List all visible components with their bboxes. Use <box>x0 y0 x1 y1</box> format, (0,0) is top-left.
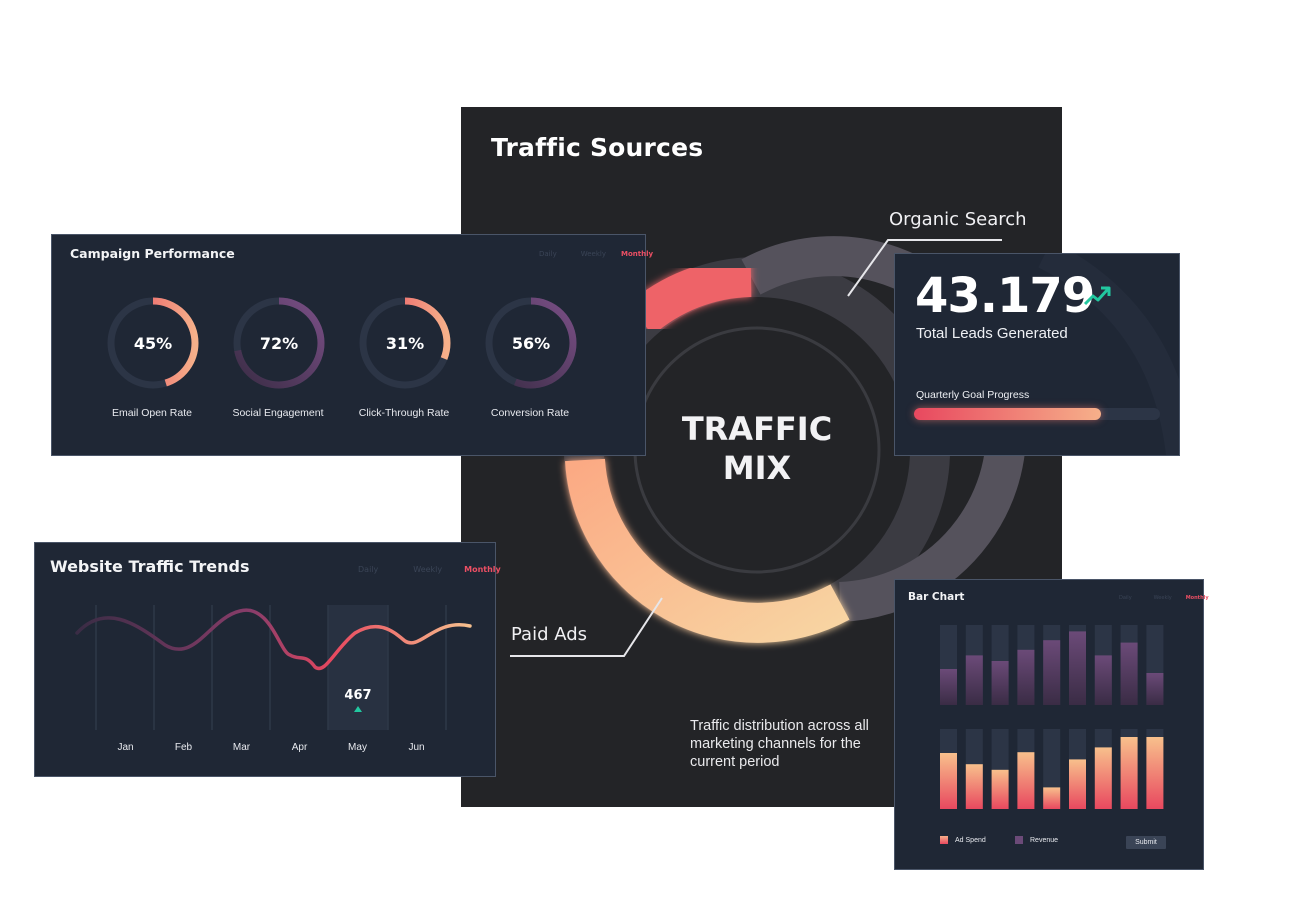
campaign-title: Campaign Performance <box>70 246 235 261</box>
gauge-email-open-rate: 45% <box>103 293 203 393</box>
month-label-mar: Mar <box>232 742 251 753</box>
trends-tab-monthly[interactable]: Monthly <box>464 565 501 574</box>
month-label-feb: Feb <box>174 742 193 753</box>
revenue-bar <box>1120 642 1138 705</box>
campaign-tab-monthly[interactable]: Monthly <box>620 250 654 258</box>
revenue-bar <box>965 655 983 705</box>
traffic-sources-panel: Traffic Sources Traffic distribution acr… <box>461 107 1062 807</box>
total-leads-value: 43.179 <box>915 268 1095 324</box>
ad-spend-bar <box>1146 737 1164 809</box>
ad-spend-bar <box>965 764 983 809</box>
revenue-bar <box>1043 640 1061 705</box>
bar-chart-period-toggle: Daily Weekly Monthly <box>1119 595 1209 601</box>
triangle-up-icon <box>354 706 362 712</box>
gauge-click-through-rate: 31% <box>355 293 455 393</box>
bar-chart-svg <box>940 625 1164 809</box>
ad-spend-bar <box>1069 759 1086 809</box>
campaign-period-toggle: Daily Weekly Monthly <box>539 250 653 258</box>
gauge-value: 45% <box>133 333 173 353</box>
quarterly-goal-label: Quarterly Goal Progress <box>916 389 1030 401</box>
gauge-ring <box>107 297 199 389</box>
quarterly-goal-progress-fill <box>914 408 1101 420</box>
revenue-bar <box>1146 673 1164 705</box>
month-label-jan: Jan <box>117 742 134 753</box>
bar-chart-title: Bar Chart <box>908 591 965 603</box>
quarterly-goal-progress-bar <box>914 408 1160 420</box>
legend-swatch-revenue <box>1015 836 1023 844</box>
revenue-bar <box>1017 649 1035 705</box>
traffic-sources-description: Traffic distribution across all marketin… <box>690 718 869 770</box>
paid-ads-label: Paid Ads <box>511 624 588 645</box>
gauge-value: 56% <box>511 333 551 353</box>
donut-paid-segment <box>565 458 850 643</box>
traffic-line <box>75 608 472 671</box>
month-label-apr: Apr <box>291 742 308 753</box>
trending-up-icon <box>1083 286 1111 306</box>
gauge-label: Email Open Rate <box>112 407 192 419</box>
gauge-label: Social Engagement <box>232 407 324 419</box>
gauge-label: Conversion Rate <box>490 407 570 419</box>
total-leads-label: Total Leads Generated <box>916 325 1068 342</box>
leads-background-arc <box>1038 254 1179 455</box>
trends-period-toggle: Daily Weekly Monthly <box>358 565 501 574</box>
bar-tab-daily[interactable]: Daily <box>1119 595 1132 601</box>
gauge-ring <box>359 297 451 389</box>
traffic-mix-center-label: TRAFFIC MIX <box>657 410 857 488</box>
revenue-bar <box>1069 631 1086 705</box>
ad-spend-bar <box>1043 787 1061 809</box>
paid-callout-line <box>510 597 663 657</box>
campaign-tab-daily[interactable]: Daily <box>539 250 557 258</box>
gauge-value: 72% <box>259 333 299 353</box>
gauge-value: 31% <box>385 333 425 353</box>
campaign-tab-weekly[interactable]: Weekly <box>580 250 606 258</box>
revenue-bar <box>940 669 957 705</box>
legend-swatch-ad-spend <box>940 836 948 844</box>
donut-red-segment <box>626 257 752 336</box>
legend-label-ad-spend: Ad Spend <box>955 837 986 844</box>
submit-button[interactable]: Submit <box>1126 836 1166 849</box>
gauge-conversion-rate: 56% <box>481 293 581 393</box>
bar-chart-panel: Bar Chart Daily Weekly Monthly Ad Spend … <box>894 579 1209 870</box>
traffic-mix-line1: TRAFFIC <box>681 410 833 448</box>
traffic-sources-title: Traffic Sources <box>491 133 704 162</box>
trends-tab-weekly[interactable]: Weekly <box>413 565 443 574</box>
organic-callout-line <box>847 239 1002 297</box>
ad-spend-bar <box>1094 747 1112 809</box>
month-label-may: May <box>348 742 367 753</box>
ad-spend-bar <box>1017 752 1035 809</box>
bar-tab-weekly[interactable]: Weekly <box>1153 595 1172 601</box>
total-leads-panel: 43.179 Total Leads Generated Quarterly G… <box>894 253 1180 456</box>
gauge-ring <box>233 297 325 389</box>
revenue-bar <box>991 661 1009 705</box>
bar-tab-monthly[interactable]: Monthly <box>1185 595 1209 601</box>
revenue-bar <box>1094 655 1112 705</box>
ad-spend-bar <box>940 753 957 809</box>
organic-search-label: Organic Search <box>889 209 1027 230</box>
gauge-label: Click-Through Rate <box>358 407 450 419</box>
traffic-mix-line2: MIX <box>722 449 792 487</box>
ad-spend-bar <box>1120 737 1138 809</box>
campaign-performance-panel: Campaign Performance Daily Weekly Monthl… <box>51 234 653 456</box>
trends-tab-daily[interactable]: Daily <box>358 565 379 574</box>
gauge-social-engagement: 72% <box>229 293 329 393</box>
trends-title: Website Traffic Trends <box>50 557 250 576</box>
website-traffic-trends-panel: Website Traffic Trends Daily Weekly Mont… <box>34 542 501 777</box>
legend-label-revenue: Revenue <box>1030 837 1059 844</box>
chart-gridlines <box>95 605 447 730</box>
gauge-ring <box>485 297 577 389</box>
may-value-label: 467 <box>344 688 372 703</box>
ad-spend-bar <box>991 769 1009 809</box>
month-label-jun: Jun <box>408 742 425 753</box>
